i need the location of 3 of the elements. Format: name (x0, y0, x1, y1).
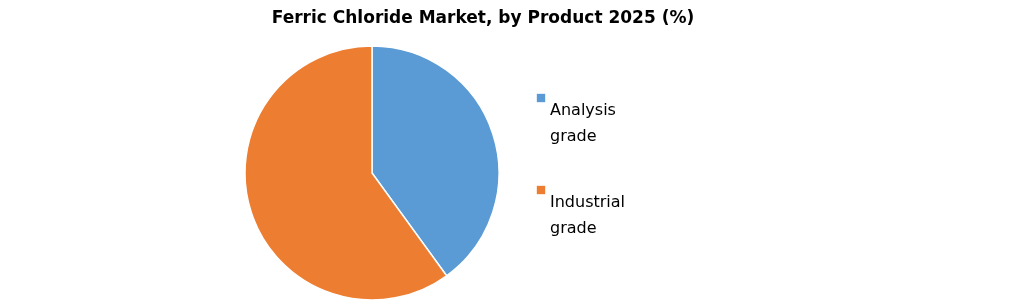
chart-title: Ferric Chloride Market, by Product 2025 (%) (271, 7, 695, 27)
legend-label: Industrial grade (550, 192, 626, 237)
legend-label: Analysis grade (550, 100, 616, 145)
